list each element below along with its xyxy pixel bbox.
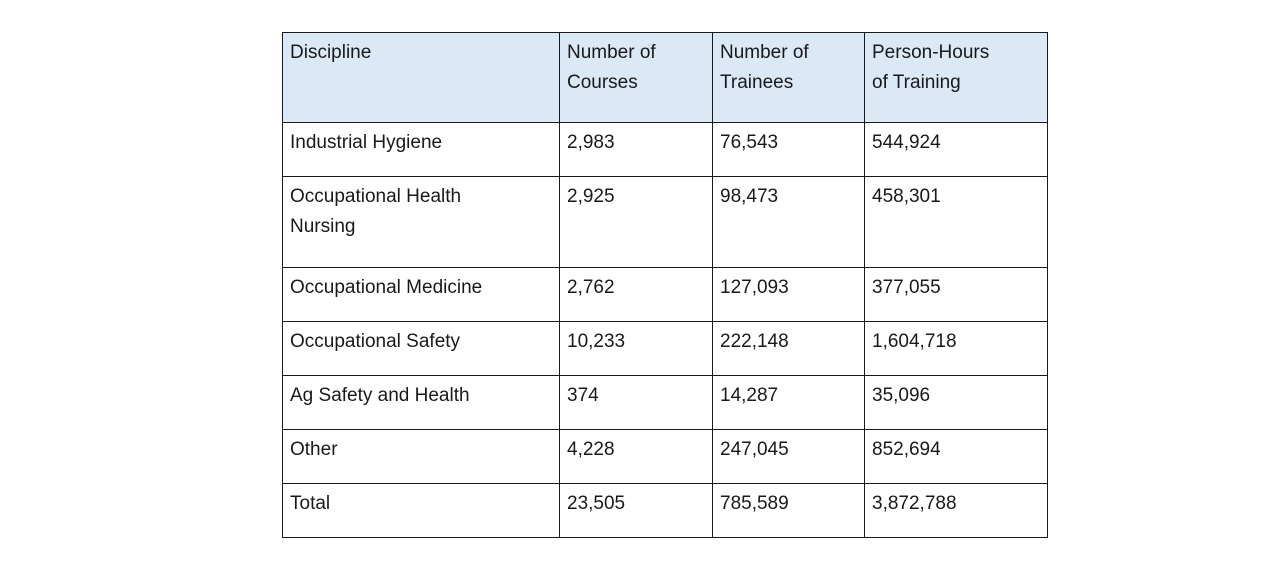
- cell-person-hours: 458,301: [864, 176, 1048, 268]
- table-container: Discipline Number of Courses Number of T…: [282, 32, 1048, 538]
- cell-trainees: 98,473: [712, 176, 865, 268]
- column-header-trainees: Number of Trainees: [712, 32, 865, 123]
- column-header-person-hours: Person-Hours of Training: [864, 32, 1048, 123]
- cell-courses: 23,505: [559, 483, 713, 538]
- cell-trainees: 785,589: [712, 483, 865, 538]
- cell-discipline: Ag Safety and Health: [282, 375, 560, 430]
- table-row-industrial-hygiene: Industrial Hygiene 2,983 76,543 544,924: [282, 122, 1048, 177]
- cell-trainees: 222,148: [712, 321, 865, 376]
- cell-courses: 2,925: [559, 176, 713, 268]
- column-header-discipline: Discipline: [282, 32, 560, 123]
- column-header-courses: Number of Courses: [559, 32, 713, 123]
- cell-person-hours: 3,872,788: [864, 483, 1048, 538]
- table-row-other: Other 4,228 247,045 852,694: [282, 429, 1048, 484]
- cell-courses: 4,228: [559, 429, 713, 484]
- cell-courses: 2,762: [559, 267, 713, 322]
- cell-person-hours: 544,924: [864, 122, 1048, 177]
- table-row-occupational-medicine: Occupational Medicine 2,762 127,093 377,…: [282, 267, 1048, 322]
- cell-discipline: Occupational Medicine: [282, 267, 560, 322]
- cell-discipline: Industrial Hygiene: [282, 122, 560, 177]
- cell-courses: 374: [559, 375, 713, 430]
- header-row: Discipline Number of Courses Number of T…: [282, 32, 1048, 123]
- cell-discipline: Occupational Health Nursing: [282, 176, 560, 268]
- table-row-occupational-health-nursing: Occupational Health Nursing 2,925 98,473…: [282, 176, 1048, 268]
- table-row-total: Total 23,505 785,589 3,872,788: [282, 483, 1048, 538]
- cell-trainees: 127,093: [712, 267, 865, 322]
- cell-courses: 2,983: [559, 122, 713, 177]
- cell-person-hours: 377,055: [864, 267, 1048, 322]
- cell-trainees: 247,045: [712, 429, 865, 484]
- cell-person-hours: 35,096: [864, 375, 1048, 430]
- cell-discipline: Total: [282, 483, 560, 538]
- cell-person-hours: 852,694: [864, 429, 1048, 484]
- cell-person-hours: 1,604,718: [864, 321, 1048, 376]
- cell-discipline: Occupational Safety: [282, 321, 560, 376]
- cell-trainees: 14,287: [712, 375, 865, 430]
- cell-trainees: 76,543: [712, 122, 865, 177]
- cell-discipline: Other: [282, 429, 560, 484]
- table-row-ag-safety-and-health: Ag Safety and Health 374 14,287 35,096: [282, 375, 1048, 430]
- cell-courses: 10,233: [559, 321, 713, 376]
- table-row-occupational-safety: Occupational Safety 10,233 222,148 1,604…: [282, 321, 1048, 376]
- training-summary-table: Discipline Number of Courses Number of T…: [282, 32, 1048, 538]
